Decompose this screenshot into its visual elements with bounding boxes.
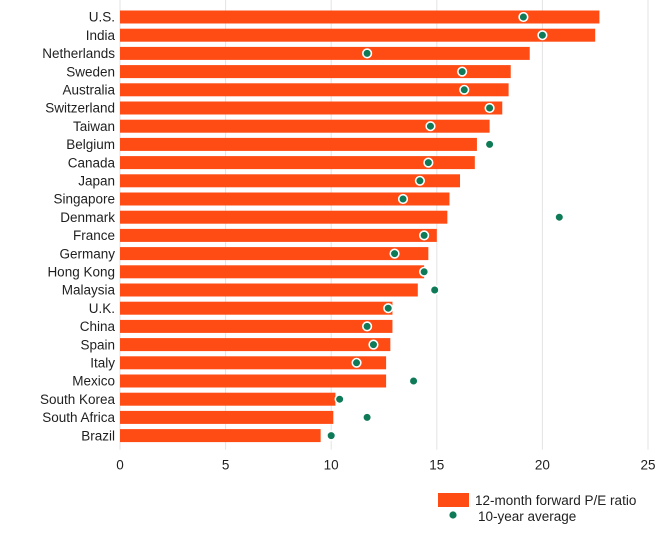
bar-denmark (120, 210, 448, 224)
category-label-u-s: U.S. (89, 10, 115, 25)
bar-hong-kong (120, 265, 425, 279)
bar-south-africa (120, 410, 334, 424)
x-tick-label-5: 5 (222, 458, 230, 473)
dot-germany (389, 248, 400, 259)
dot-sweden (457, 66, 468, 77)
category-label-canada: Canada (68, 155, 116, 170)
category-label-india: India (86, 28, 116, 43)
category-label-netherlands: Netherlands (42, 46, 115, 61)
x-tick-label-15: 15 (429, 458, 444, 473)
dot-series (326, 11, 565, 441)
dot-japan (414, 175, 426, 186)
category-label-australia: Australia (62, 83, 115, 98)
bar-u-s (120, 10, 600, 24)
legend-dot-swatch (449, 511, 457, 519)
category-label-singapore: Singapore (53, 192, 115, 207)
category-label-italy: Italy (90, 356, 115, 371)
bar-canada (120, 156, 475, 170)
bar-switzerland (120, 101, 503, 115)
dot-italy (351, 357, 362, 368)
bar-spain (120, 338, 391, 352)
bar-china (120, 319, 393, 333)
legend-label-dots: 10-year average (478, 509, 576, 524)
category-label-south-africa: South Africa (42, 410, 115, 425)
bar-south-korea (120, 392, 336, 406)
dot-south-africa (362, 412, 373, 423)
category-label-denmark: Denmark (60, 210, 115, 225)
bar-malaysia (120, 283, 418, 297)
bar-singapore (120, 192, 450, 206)
x-tick-label-0: 0 (116, 458, 124, 473)
category-label-taiwan: Taiwan (73, 119, 115, 134)
bar-germany (120, 247, 429, 261)
dot-u-s (518, 11, 529, 23)
dot-singapore (397, 193, 409, 205)
category-label-hong-kong: Hong Kong (47, 265, 115, 280)
dot-france (419, 230, 430, 241)
x-tick-label-25: 25 (640, 458, 655, 473)
legend-bar-swatch (438, 493, 469, 507)
category-label-japan: Japan (78, 174, 115, 189)
legend-label-bars: 12-month forward P/E ratio (475, 493, 636, 508)
dot-india (537, 30, 548, 41)
category-label-germany: Germany (59, 246, 115, 261)
bar-italy (120, 356, 387, 370)
category-label-belgium: Belgium (66, 137, 115, 152)
bar-sweden (120, 65, 511, 79)
dot-malaysia (429, 284, 440, 296)
x-tick-label-10: 10 (324, 458, 339, 473)
dot-brazil (326, 430, 337, 441)
category-labels: U.S. India Netherlands Sweden Australia Switz… (40, 10, 116, 444)
category-label-u-k: U.K. (89, 301, 115, 316)
bar-netherlands (120, 46, 530, 60)
dot-netherlands (362, 48, 373, 59)
bar-france (120, 228, 437, 242)
dot-taiwan (425, 121, 436, 132)
bar-u-k (120, 301, 393, 315)
x-tick-label-20: 20 (535, 458, 550, 473)
category-label-china: China (80, 319, 116, 334)
category-label-spain: Spain (80, 337, 115, 352)
category-label-brazil: Brazil (81, 428, 115, 443)
dot-canada (423, 157, 434, 168)
category-label-malaysia: Malaysia (62, 283, 116, 298)
bar-australia (120, 83, 509, 97)
category-label-mexico: Mexico (72, 374, 115, 389)
bar-taiwan (120, 119, 490, 133)
category-label-south-korea: South Korea (40, 392, 116, 407)
dot-australia (459, 84, 470, 95)
dot-hong-kong (419, 266, 430, 277)
bar-india (120, 28, 596, 42)
dot-denmark (554, 212, 565, 223)
dot-switzerland (484, 102, 495, 114)
bar-brazil (120, 429, 321, 443)
category-label-france: France (73, 228, 115, 243)
bar-mexico (120, 374, 387, 388)
dot-south-korea (334, 394, 345, 405)
category-label-switzerland: Switzerland (45, 101, 115, 116)
category-label-sweden: Sweden (66, 64, 115, 79)
dot-belgium (484, 139, 495, 150)
dot-u-k (383, 303, 394, 314)
bar-japan (120, 174, 461, 188)
bar-series (120, 10, 600, 443)
x-axis-ticks: 0 5 10 15 20 25 (116, 458, 655, 473)
dot-spain (368, 339, 379, 350)
bar-belgium (120, 137, 477, 151)
dot-mexico (408, 375, 419, 387)
dot-china (362, 321, 373, 332)
